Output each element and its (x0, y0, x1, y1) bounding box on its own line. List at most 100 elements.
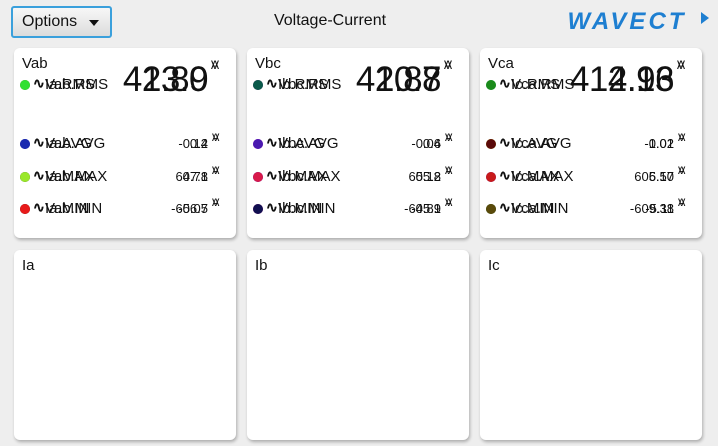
measurement-label: Vca.MIN (511, 200, 569, 217)
series-color-dot-icon (20, 80, 30, 90)
chevron-down-icon (89, 20, 99, 26)
measurement-value: -609.38 (629, 201, 674, 216)
measurement-row[interactable]: ∿ Vbc.MIN -605.9 V (247, 196, 469, 222)
series-color-dot-icon (486, 172, 496, 182)
waveform-icon: ∿ (33, 134, 45, 150)
series-color-dot-icon (20, 139, 30, 149)
unit-label: V (678, 132, 686, 144)
unit-label: V (212, 165, 220, 177)
panel-vbc: Vbc ∿ Vbc.RMS 410.7 V ∿ Vbc.AVG 0.6 V ∿ Vbc.MAX 605… (247, 48, 469, 238)
measurement-row[interactable]: ∿ Vca.MIN -609.38 V (480, 196, 702, 222)
measurement-row[interactable]: ∿ Ic.AVG 0.02 A (480, 131, 702, 157)
rms-value: 410.7 (355, 60, 442, 99)
unit-label: A (212, 132, 220, 144)
measurement-row[interactable]: ∿ Ia.MAX 4.71 A (14, 164, 236, 190)
top-bar: Options Voltage-Current WAVECT (0, 0, 718, 44)
measurement-row[interactable]: ∿ Vca.RMS 414.16 V (480, 58, 702, 99)
series-color-dot-icon (486, 139, 496, 149)
waveform-icon: ∿ (33, 167, 45, 183)
series-color-dot-icon (253, 172, 263, 182)
panel-title: Vab (22, 55, 48, 72)
measurement-value: 605.8 (408, 169, 441, 184)
unit-label: V (445, 165, 453, 177)
measurement-row[interactable]: ∿ Ib.RMS 2.88 A (247, 58, 469, 99)
rms-value: 2.80 (141, 60, 209, 99)
measurement-row[interactable]: ∿ Ib.AVG -0.04 A (247, 131, 469, 157)
series-color-dot-icon (20, 204, 30, 214)
measurement-row[interactable]: ∿ Vab.AVG 0.4 V (14, 131, 236, 157)
unit-label: A (445, 197, 453, 209)
panel-title: Ic (488, 257, 500, 274)
measurement-label: Vab.RMS (45, 76, 109, 93)
measurement-row[interactable]: ∿ Ib.MIN -4.81 A (247, 196, 469, 222)
waveform-icon: ∿ (33, 75, 45, 91)
measurement-value: -0.12 (178, 136, 208, 151)
waveform-icon: ∿ (499, 75, 511, 91)
series-color-dot-icon (253, 80, 263, 90)
measurement-label: Vca.AVG (511, 135, 572, 152)
measurement-row[interactable]: ∿ Vab.RMS 413.9 V (14, 58, 236, 99)
waveform-icon: ∿ (266, 199, 278, 215)
waveform-icon: ∿ (33, 199, 45, 215)
unit-label: V (212, 132, 220, 144)
measurement-value: -5.05 (178, 201, 208, 216)
panel-title: Vca (488, 55, 514, 72)
measurement-row[interactable]: ∿ Vab.MIN -606.7 V (14, 196, 236, 222)
measurement-value: -0.04 (411, 136, 441, 151)
measurement-row[interactable]: ∿ Ia.MIN -5.05 A (14, 196, 236, 222)
unit-label: A (445, 132, 453, 144)
options-button[interactable]: Options (11, 6, 112, 38)
unit-label: A (678, 132, 686, 144)
options-label: Options (22, 13, 78, 30)
measurement-label: Ia.RMS (45, 76, 96, 93)
measurement-label: Vbc.MIN (278, 200, 336, 217)
panel-title: Ib (255, 257, 268, 274)
unit-label: A (445, 165, 453, 177)
rms-value: 413.9 (122, 60, 209, 99)
unit-label: A (678, 165, 686, 177)
measurement-row[interactable]: ∿ Ia.AVG -0.12 A (14, 131, 236, 157)
unit-label: V (678, 197, 686, 209)
measurement-value: 0.6 (422, 136, 441, 151)
measurement-row[interactable]: ∿ Vbc.AVG 0.6 V (247, 131, 469, 157)
unit-label: A (677, 58, 686, 72)
measurement-label: Ic.AVG (511, 135, 558, 152)
panel-vca: Vca ∿ Vca.RMS 414.16 V ∿ Vca.AVG -1.01 V ∿ Vca.MAX… (480, 48, 702, 238)
measurement-row[interactable]: ∿ Vbc.MAX 605.8 V (247, 164, 469, 190)
measurement-row[interactable]: ∿ Vca.MAX 606.50 V (480, 164, 702, 190)
measurement-row[interactable]: ∿ Ib.MAX 5.12 A (247, 164, 469, 190)
unit-label: A (212, 165, 220, 177)
unit-label: V (678, 165, 686, 177)
waveform-icon: ∿ (499, 134, 511, 150)
measurement-label: Vab.AVG (45, 135, 106, 152)
unit-label: V (444, 58, 453, 72)
measurement-row[interactable]: ∿ Ic.MAX 5.17 A (480, 164, 702, 190)
unit-label: V (211, 58, 220, 72)
measurement-value: 607.8 (175, 169, 208, 184)
measurement-label: Vca.RMS (511, 76, 575, 93)
measurement-row[interactable]: ∿ Ic.RMS 2.93 A (480, 58, 702, 99)
measurement-label: Ic.MAX (511, 168, 560, 185)
measurement-label: Ic.RMS (511, 76, 561, 93)
panel-title: Ia (22, 257, 35, 274)
measurement-label: Ia.MIN (45, 200, 90, 217)
measurement-label: Ib.AVG (278, 135, 326, 152)
measurement-label: Ib.MIN (278, 200, 323, 217)
waveform-icon: ∿ (266, 199, 278, 215)
waveform-icon: ∿ (499, 167, 511, 183)
unit-label: V (445, 197, 453, 209)
waveform-icon: ∿ (266, 167, 278, 183)
measurement-row[interactable]: ∿ Vbc.RMS 410.7 V (247, 58, 469, 99)
measurement-label: Vca.MAX (511, 168, 574, 185)
measurement-row[interactable]: ∿ Ia.RMS 2.80 A (14, 58, 236, 99)
measurement-value: 606.50 (634, 169, 674, 184)
measurement-value: 5.17 (648, 169, 674, 184)
measurement-row[interactable]: ∿ Vca.AVG -1.01 V (480, 131, 702, 157)
measurement-value: -4.81 (411, 201, 441, 216)
logo-arrow-icon (701, 12, 709, 24)
measurement-value: 5.12 (415, 169, 441, 184)
waveform-icon: ∿ (499, 199, 511, 215)
measurement-row[interactable]: ∿ Ic.MIN -5.11 A (480, 196, 702, 222)
measurement-label: Ic.MIN (511, 200, 555, 217)
measurement-label: Vbc.MAX (278, 168, 341, 185)
